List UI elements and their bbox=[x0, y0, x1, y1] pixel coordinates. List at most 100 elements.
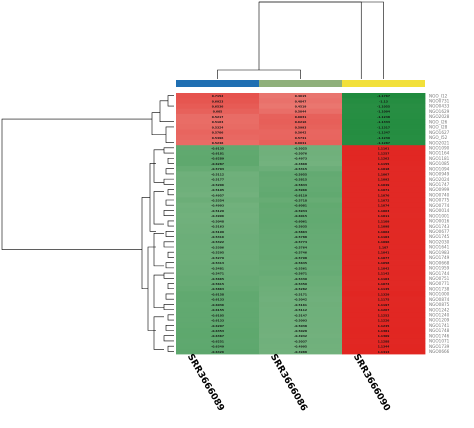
heatmap-cell bbox=[176, 312, 260, 318]
cell-value-label: -1.13 bbox=[379, 99, 388, 103]
dendrogram-branch bbox=[163, 272, 174, 279]
heatmap-cell bbox=[176, 291, 260, 297]
heatmap-cell bbox=[259, 348, 343, 355]
heatmap-cell bbox=[342, 192, 426, 198]
cell-value-label: 1.1257 bbox=[378, 151, 390, 155]
heatmap-cell bbox=[176, 260, 260, 266]
cell-value-label: -0.5171 bbox=[294, 292, 307, 296]
row-label: NGO0014 bbox=[429, 208, 450, 213]
cell-value-label: 1.1058 bbox=[378, 261, 390, 265]
cell-value-label: -0.5042 bbox=[294, 298, 307, 302]
cell-value-label: 1.1197 bbox=[378, 303, 390, 307]
dendrogram-branch bbox=[165, 231, 174, 237]
cell-value-label: -1.1287 bbox=[377, 141, 390, 145]
row-label: NGO0666 bbox=[429, 349, 450, 354]
row-label: NGO1000 bbox=[429, 292, 450, 297]
dendrogram-branch bbox=[163, 210, 174, 216]
heatmap-cell bbox=[259, 260, 343, 266]
heatmap-cell bbox=[176, 98, 260, 104]
cell-value-label: -0.5177 bbox=[211, 178, 224, 182]
heatmap-cell bbox=[176, 176, 260, 183]
cell-value-label: 1.1049 bbox=[378, 183, 390, 187]
dendrogram-branch bbox=[153, 274, 164, 308]
heatmap-cell bbox=[259, 343, 343, 350]
row-label: NGO0016 bbox=[429, 219, 450, 224]
dendrogram-branch bbox=[163, 241, 174, 248]
heatmap-cell bbox=[259, 307, 343, 313]
cell-value-label: 0.5044 bbox=[295, 110, 307, 114]
cell-value-label: 0.5217 bbox=[212, 115, 224, 119]
heatmap-cell bbox=[342, 129, 426, 136]
heatmap-cell bbox=[259, 223, 343, 230]
cell-value-label: 1.1245 bbox=[378, 324, 390, 328]
dendrogram-branch bbox=[163, 147, 174, 154]
dendrogram-branch bbox=[167, 251, 174, 258]
cell-value-label: 1.1074 bbox=[378, 282, 390, 286]
cell-value-label: -0.5966 bbox=[294, 188, 307, 192]
heatmap-cell bbox=[342, 249, 426, 256]
heatmap-cell bbox=[342, 343, 426, 350]
heatmap-cell bbox=[342, 119, 426, 125]
column-label: SRR3666089 bbox=[185, 353, 226, 414]
cell-value-label: 1.1252 bbox=[378, 313, 390, 317]
heatmap-cell bbox=[342, 280, 426, 287]
heatmap-cell bbox=[259, 228, 343, 235]
heatmap-cell bbox=[176, 207, 260, 214]
cell-value-label: -0.6133 bbox=[211, 298, 224, 302]
dendrogram-branch bbox=[159, 100, 174, 123]
cell-value-label: 0.5642 bbox=[295, 131, 307, 135]
cell-value-label: -0.5093 bbox=[294, 319, 307, 323]
cell-value-label: 1.1067 bbox=[378, 172, 390, 176]
row-label: NGO1739 bbox=[429, 344, 450, 349]
cell-value-label: -0.4995 bbox=[294, 345, 307, 349]
heatmap-cell bbox=[342, 333, 426, 339]
cell-value-label: 0.5164 bbox=[212, 120, 224, 124]
cell-value-label: 0.6216 bbox=[295, 120, 307, 124]
heatmap-cell bbox=[176, 155, 260, 162]
cell-value-label: 1.1077 bbox=[378, 256, 390, 260]
row-label: NGO1209 bbox=[429, 318, 450, 323]
column-label: SRR3666090 bbox=[351, 353, 392, 414]
cell-value-label: -0.5354 bbox=[211, 198, 224, 202]
cell-value-label: -0.6081 bbox=[294, 204, 307, 208]
row-label: NGO2024 bbox=[429, 177, 450, 182]
cell-value-label: -0.5038 bbox=[294, 324, 307, 328]
dendrogram-branch bbox=[165, 199, 174, 206]
heatmap-cell bbox=[259, 155, 343, 162]
heatmap-cell bbox=[259, 160, 343, 167]
heatmap-cell bbox=[176, 160, 260, 167]
cell-value-label: 1.1155 bbox=[378, 162, 390, 166]
row-label: NGO1641 bbox=[429, 245, 450, 250]
heatmap-cell bbox=[176, 296, 260, 303]
heatmap-cell bbox=[342, 108, 426, 115]
row-label: NGO0774 bbox=[429, 203, 450, 208]
cell-value-label: 1.1109 bbox=[378, 219, 390, 223]
cell-value-label: 1.1098 bbox=[378, 225, 390, 229]
cell-value-label: 1.1262 bbox=[378, 157, 390, 161]
cell-value-label: -0.5163 bbox=[211, 225, 224, 229]
heatmap-cell bbox=[259, 124, 343, 130]
cell-value-label: 1.1267 bbox=[378, 308, 390, 312]
row-labels: NGO_I12NGO0731NGO0433NGO1629NGO2028NGO_I… bbox=[429, 93, 450, 354]
cell-value-label: -0.5863 bbox=[294, 230, 307, 234]
heatmap-cell bbox=[176, 333, 260, 339]
heatmap-cell bbox=[342, 244, 426, 250]
heatmap-cell bbox=[342, 181, 426, 188]
heatmap-cell bbox=[176, 307, 260, 313]
heatmap-cell bbox=[176, 119, 260, 125]
cell-value-label: 1.1344 bbox=[378, 345, 390, 349]
heatmap-cell bbox=[259, 139, 343, 146]
heatmap-cell bbox=[259, 213, 343, 219]
dendrogram-branch bbox=[149, 163, 156, 232]
cell-value-label: -0.4973 bbox=[294, 157, 307, 161]
cell-value-label: -1.1239 bbox=[377, 136, 390, 140]
row-label: NGO1629 bbox=[429, 109, 450, 114]
heatmap-cell bbox=[259, 218, 343, 224]
dendrogram-branch bbox=[167, 314, 174, 321]
row-label: NGO1741 bbox=[429, 323, 450, 328]
cell-value-label: -0.5703 bbox=[211, 167, 224, 171]
row-label: NGO_I28 bbox=[429, 125, 448, 130]
column-group-swatch bbox=[342, 80, 425, 87]
row-label: NGO1001 bbox=[429, 213, 450, 218]
cell-value-label: -0.4993 bbox=[211, 204, 224, 208]
